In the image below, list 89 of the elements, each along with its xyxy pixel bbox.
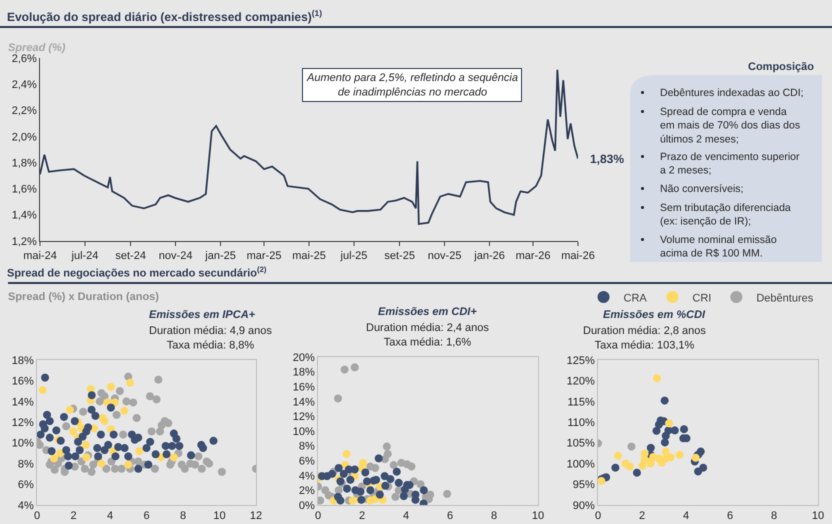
x-tick-label: jul-24 [70, 250, 98, 262]
annotation: Aumento para 2,5%, refletindo a sequência de inadimplências no mercado [306, 72, 518, 98]
y-tick-label: 6% [298, 455, 316, 468]
y-tick-label: 1,8% [12, 157, 38, 170]
y-tick-label: 16% [292, 381, 316, 394]
x-tick-label: 0 [314, 510, 322, 522]
x-tick-label: 10 [532, 510, 544, 522]
y-tick-label: 2,2% [12, 105, 38, 118]
y-tick-label: 4% [298, 470, 316, 482]
y-tick-label: 115% [567, 396, 596, 408]
y-tick-label: 4% [18, 500, 34, 512]
x-tick-label: 6 [143, 510, 150, 522]
x-tick-label: mar-25 [246, 250, 282, 262]
y-tick-label: 125% [566, 354, 596, 367]
chart-subtitle: Duration média: 2,8 anos Taxa média: 103,1% [583, 325, 706, 352]
y-tick-label: 0% [298, 500, 316, 512]
y-tick-label: 14% [292, 396, 316, 408]
legend-label: CRA [624, 292, 648, 304]
x-tick-label: 6 [446, 510, 454, 522]
x-tick-label: 0 [594, 510, 602, 522]
text: Prazo de vencimento superior a 2 meses; [660, 151, 800, 177]
y-tick-label: 95% [572, 479, 596, 492]
chart-title: Evolução do spread diário (ex-distressed companies)$^{(1)}$ [7, 8, 322, 24]
y-tick-label: 90% [572, 500, 596, 512]
text: Composição [748, 61, 814, 73]
text: Não conversíveis; [660, 183, 744, 195]
x-tick-label: nov-24 [158, 250, 192, 262]
y-tick-label: 12% [12, 416, 34, 429]
annotation: 1,83% [590, 152, 624, 166]
y-tick-label: 18% [12, 354, 34, 367]
text: Sem tributação diferenciada (ex: isenção de IR); [660, 202, 791, 228]
x-tick-label: jul-25 [340, 250, 368, 262]
chart-subtitle: Duration média: 2,4 anos Taxa média: 1,6% [366, 322, 490, 348]
x-tick-label: 4 [402, 510, 410, 522]
text: Volume nominal emissão acima de R$ 100 MM. [660, 234, 777, 260]
x-tick-label: 4 [106, 510, 114, 522]
y-tick-label: 1,6% [12, 184, 38, 196]
x-tick-label: 10 [812, 510, 824, 522]
y-tick-label: 2,4% [12, 78, 38, 91]
x-tick-label: 6 [726, 510, 734, 522]
text: Debêntures indexadas ao CDI; [660, 87, 804, 99]
y-tick-label: 2% [298, 485, 316, 498]
x-tick-label: 12 [250, 510, 262, 522]
x-tick-label: 8 [490, 510, 498, 522]
chart-title: Emissões em IPCA+ [149, 309, 256, 321]
y-tick-label: 120% [566, 376, 596, 388]
chart-subtitle: Duration média: 4,9 anos Taxa média: 8,8% [149, 325, 272, 352]
x-tick-label: 2 [358, 510, 366, 522]
text: Spread de compra e venda em mais de 70% dos dias dos últimos 2 meses; [660, 106, 800, 146]
x-tick-label: 0 [34, 510, 40, 522]
x-tick-label: mai-24 [23, 250, 57, 262]
legend-label: Debêntures [756, 292, 814, 304]
y-tick-label: 100% [566, 458, 596, 470]
chart-title: Emissões em CDI+ [378, 306, 478, 318]
x-tick-label: jan-25 [204, 250, 236, 262]
x-tick-label: set-24 [115, 250, 146, 262]
text: Spread de negociações no mercado secundário$^{(2)}$ [7, 265, 267, 280]
x-tick-label: mar-26 [516, 250, 550, 262]
y-tick-label: 105% [566, 438, 596, 450]
y-tick-label: 8% [18, 458, 34, 470]
y-tick-label: 1,2% [12, 236, 38, 248]
y-tick-label: 20% [292, 352, 316, 364]
y-tick-label: 14% [12, 396, 34, 408]
y-tick-label: 10% [12, 438, 34, 450]
y-tick-label: 16% [12, 376, 34, 388]
x-tick-label: set-25 [384, 250, 415, 262]
x-tick-label: 10 [213, 510, 226, 522]
x-tick-label: nov-25 [428, 250, 462, 262]
x-tick-label: 4 [682, 510, 690, 522]
x-tick-label: jan-26 [473, 250, 505, 262]
y-tick-label: 8% [298, 440, 316, 453]
y-axis-title: Spread (%) [8, 42, 66, 54]
x-tick-label: 2 [70, 510, 77, 522]
x-tick-label: 8 [180, 510, 186, 522]
x-tick-label: mai-26 [561, 250, 595, 262]
y-tick-label: 1,4% [12, 210, 38, 222]
y-axis-title: Spread (%) x Duration (anos) [8, 291, 160, 303]
x-tick-label: 8 [770, 510, 778, 522]
legend-label: CRI [692, 292, 712, 304]
y-tick-label: 2,6% [12, 52, 38, 65]
y-tick-label: 6% [18, 479, 34, 492]
x-tick-label: mai-25 [292, 250, 326, 262]
y-tick-label: 18% [292, 366, 316, 379]
chart-title: Emissões em %CDI [603, 309, 706, 321]
y-tick-label: 10% [292, 426, 316, 438]
y-tick-label: 2,0% [12, 131, 38, 144]
x-tick-label: 2 [638, 510, 646, 522]
y-tick-label: 110% [567, 416, 596, 429]
y-tick-label: 12% [292, 411, 316, 424]
